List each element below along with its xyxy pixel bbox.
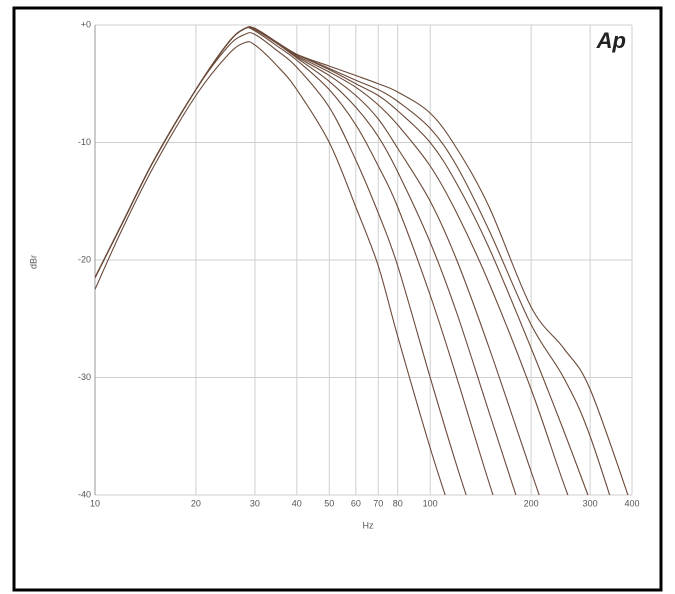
- plot-area: [95, 26, 629, 495]
- x-tick-label: 50: [324, 498, 334, 508]
- x-tick-label: 80: [393, 498, 403, 508]
- x-tick-label: 200: [524, 498, 539, 508]
- y-tick-label: -10: [78, 137, 91, 147]
- response-curve: [95, 41, 446, 495]
- y-tick-label: -40: [78, 489, 91, 499]
- x-tick-label: 30: [250, 498, 260, 508]
- response-curve: [95, 26, 629, 495]
- y-tick-label: +0: [81, 19, 91, 29]
- x-tick-label: 10: [90, 498, 100, 508]
- logo: Ap: [596, 28, 626, 53]
- x-tick-label: 100: [423, 498, 438, 508]
- y-axis-label: dBr: [28, 255, 38, 269]
- x-tick-label: 300: [583, 498, 598, 508]
- x-tick-label: 400: [624, 498, 639, 508]
- x-tick-label: 60: [351, 498, 361, 508]
- x-tick-label: 70: [373, 498, 383, 508]
- y-tick-label: -20: [78, 254, 91, 264]
- x-axis-label: Hz: [363, 520, 374, 530]
- x-tick-label: 40: [292, 498, 302, 508]
- x-tick-label: 20: [191, 498, 201, 508]
- frame: [12, 6, 663, 592]
- y-tick-label: -30: [78, 372, 91, 382]
